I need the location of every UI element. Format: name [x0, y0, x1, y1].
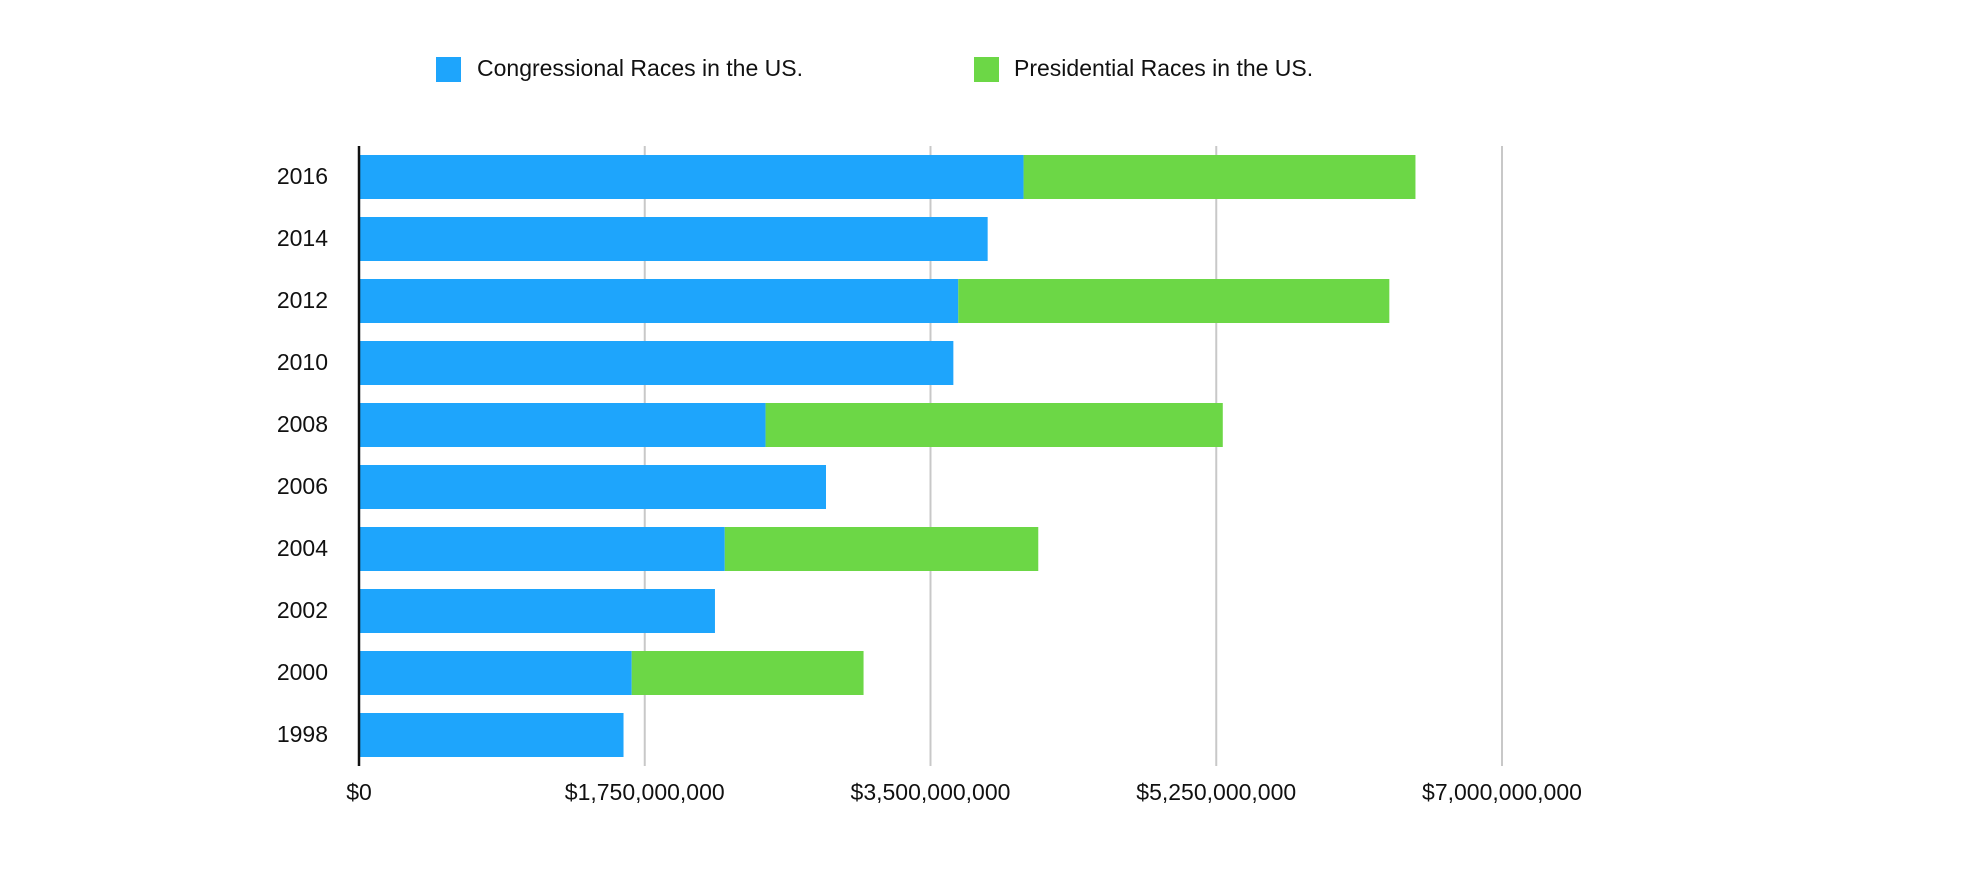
bar-2004-series-0	[359, 527, 725, 571]
x-tick-label-2: $3,500,000,000	[851, 779, 1011, 805]
legend-swatch-0	[436, 57, 461, 82]
bar-2008-series-0	[359, 403, 766, 447]
bar-2016-series-1	[1023, 155, 1416, 199]
bar-1998-series-0	[359, 713, 624, 757]
bar-2012-series-1	[958, 279, 1390, 323]
category-label-2008: 2008	[277, 411, 328, 437]
category-label-2006: 2006	[277, 473, 328, 499]
legend-swatch-1	[974, 57, 999, 82]
bar-2016-series-0	[359, 155, 1024, 199]
legend-label-1: Presidential Races in the US.	[1014, 55, 1313, 81]
bar-2008-series-1	[765, 403, 1223, 447]
x-tick-label-0: $0	[346, 779, 372, 805]
x-tick-labels: $0 $1,750,000,000 $3,500,000,000 $5,250,000…	[346, 779, 1582, 805]
x-tick-label-4: $7,000,000,000	[1422, 779, 1582, 805]
bar-2000-series-1	[631, 651, 864, 695]
category-label-2016: 2016	[277, 163, 328, 189]
x-tick-label-3: $5,250,000,000	[1136, 779, 1296, 805]
legend: Congressional Races in the US. Presidenti…	[436, 55, 1313, 82]
bar-2004-series-1	[724, 527, 1039, 571]
legend-label-0: Congressional Races in the US.	[477, 55, 803, 81]
category-label-2014: 2014	[277, 225, 328, 251]
category-label-1998: 1998	[277, 721, 328, 747]
category-label-2000: 2000	[277, 659, 328, 685]
bar-2000-series-0	[359, 651, 632, 695]
category-label-2010: 2010	[277, 349, 328, 375]
category-labels: 2016 2014 2012 2010 2008 2006 2004 2002 2000 1998	[277, 163, 328, 747]
bar-2010-series-0	[359, 341, 954, 385]
category-label-2002: 2002	[277, 597, 328, 623]
category-label-2004: 2004	[277, 535, 328, 561]
bars	[359, 155, 1416, 757]
x-tick-label-1: $1,750,000,000	[565, 779, 725, 805]
bar-2002-series-0	[359, 589, 715, 633]
bar-2014-series-0	[359, 217, 988, 261]
category-label-2012: 2012	[277, 287, 328, 313]
bar-2012-series-0	[359, 279, 959, 323]
bar-2006-series-0	[359, 465, 826, 509]
